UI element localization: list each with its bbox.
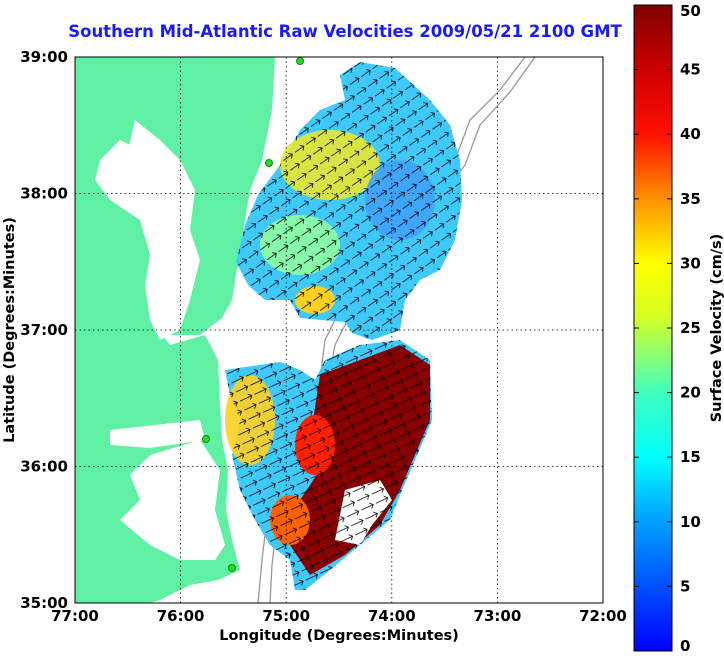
southern-vector-arrows	[225, 340, 432, 590]
y-tick-label: 37:00	[20, 321, 68, 339]
colorbar-tick-label: 15	[680, 448, 701, 466]
y-tick-label: 35:00	[20, 594, 68, 612]
x-tick-label: 72:00	[579, 607, 627, 625]
x-axis-label: Longitude (Degrees:Minutes)	[219, 628, 459, 644]
radar-station-marker	[228, 564, 236, 572]
grid-lines	[75, 57, 603, 603]
colorbar-tick-label: 40	[680, 125, 701, 143]
radar-station-marker	[202, 435, 210, 443]
colorbar-tick-label: 5	[680, 577, 690, 595]
colorbar-tick-label: 45	[680, 61, 701, 79]
y-tick-label: 38:00	[20, 185, 68, 203]
colorbar-tick-label: 20	[680, 384, 701, 402]
y-axis-ticks: 39:00 38:00 37:00 36:00 35:00	[20, 48, 68, 612]
colorbar-label: Surface Velocity (cm/s)	[709, 234, 724, 423]
pamlico-sound	[120, 440, 225, 560]
colorbar-tick-label: 50	[680, 2, 701, 20]
albemarle-sound	[110, 420, 205, 448]
y-tick-label: 39:00	[20, 48, 68, 66]
plot-frame	[74, 56, 604, 604]
radar-station-marker	[296, 57, 304, 65]
colorbar-tick-label: 10	[680, 513, 701, 531]
chesapeake-bay	[105, 120, 200, 340]
colorbar	[633, 4, 673, 652]
colorbar-tick-label: 30	[680, 254, 701, 272]
radar-station-marker	[265, 159, 273, 167]
y-tick-label: 36:00	[20, 458, 68, 476]
x-tick-label: 75:00	[262, 607, 310, 625]
x-tick-label: 76:00	[157, 607, 205, 625]
y-axis-label: Latitude (Degrees:Minutes)	[2, 217, 18, 443]
map-title: Southern Mid-Atlantic Raw Velocities 200…	[68, 22, 622, 41]
x-tick-label: 73:00	[474, 607, 522, 625]
colorbar-tick-label: 35	[680, 190, 701, 208]
northern-vector-arrows	[236, 62, 462, 340]
colorbar-tick-label: 25	[680, 319, 701, 337]
x-tick-label: 77:00	[51, 607, 99, 625]
colorbar-tick-label: 0	[680, 637, 690, 655]
x-axis-ticks: 77:00 76:00 75:00 74:00 73:00 72:00	[51, 607, 627, 625]
x-tick-label: 74:00	[368, 607, 416, 625]
